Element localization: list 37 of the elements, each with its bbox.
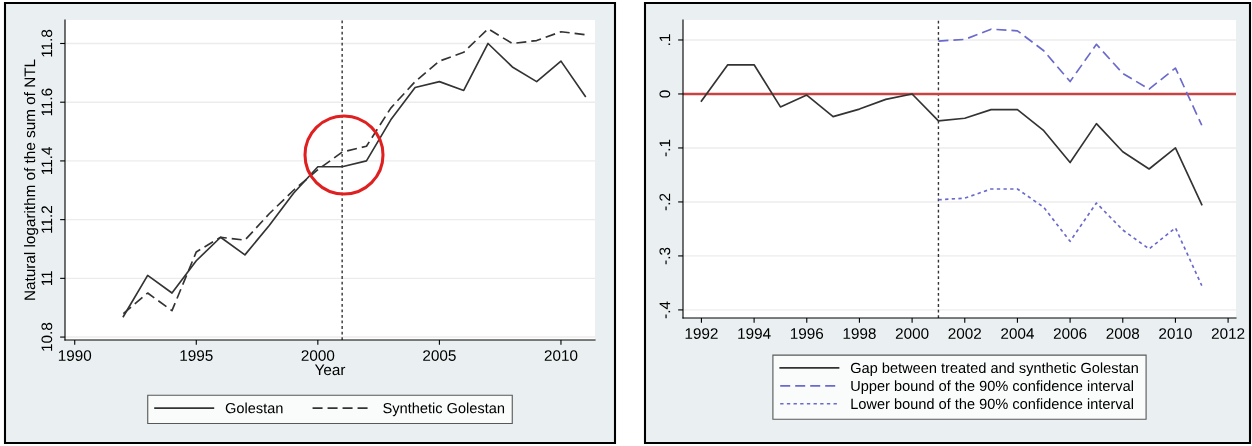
x-tick-label: 2010 xyxy=(544,350,578,361)
x-tick-label: 2008 xyxy=(1106,328,1140,339)
x-tick-label: 2000 xyxy=(301,350,335,361)
y-tick-label: .1 xyxy=(659,34,671,45)
x-tick-label: 1995 xyxy=(180,350,213,361)
y-tick-label: -.1 xyxy=(659,139,671,157)
x-tick-label: 1998 xyxy=(843,328,876,339)
x-axis-title: Year xyxy=(314,364,346,376)
y-tick-label: 11.4 xyxy=(41,147,53,175)
line-series xyxy=(937,188,1203,287)
y-axis-title: Natural logarithm of the sum of NTL xyxy=(24,59,39,300)
x-tick-label: 2010 xyxy=(1159,328,1192,339)
x-tick-label: 1992 xyxy=(685,328,718,339)
y-tick-label: -.4 xyxy=(659,301,671,319)
x-tick-label: 2012 xyxy=(1211,328,1245,339)
x-tick-label: 1996 xyxy=(790,328,824,339)
x-tick-label: 2002 xyxy=(948,328,981,339)
line-series xyxy=(937,28,1203,127)
x-tick-label: 1990 xyxy=(58,350,92,361)
x-tick-label: 2000 xyxy=(895,328,929,339)
x-tick-label: 2005 xyxy=(423,350,456,361)
y-tick-label: 11 xyxy=(41,271,53,286)
x-tick-label: 1994 xyxy=(738,328,771,339)
legend-label: Synthetic Golestan xyxy=(383,402,505,417)
legend-label: Gap between treated and synthetic Golestan xyxy=(850,362,1138,376)
legend-label: Upper bound of the 90% confidence interval xyxy=(851,380,1133,394)
legend-label: Lower bound of the 90% confidence interval xyxy=(851,398,1133,410)
legend-label: Golestan xyxy=(225,402,283,414)
y-tick-label: 10.8 xyxy=(41,322,53,351)
y-tick-label: 11.6 xyxy=(41,88,53,116)
x-tick-label: 2004 xyxy=(1001,328,1034,339)
y-tick-label: 11.2 xyxy=(41,206,53,233)
y-tick-label: -.2 xyxy=(659,193,671,211)
y-tick-label: 0 xyxy=(659,90,671,98)
x-tick-label: 2006 xyxy=(1053,328,1087,339)
y-tick-label: -.3 xyxy=(659,247,671,265)
y-tick-label: 11.8 xyxy=(41,29,53,57)
